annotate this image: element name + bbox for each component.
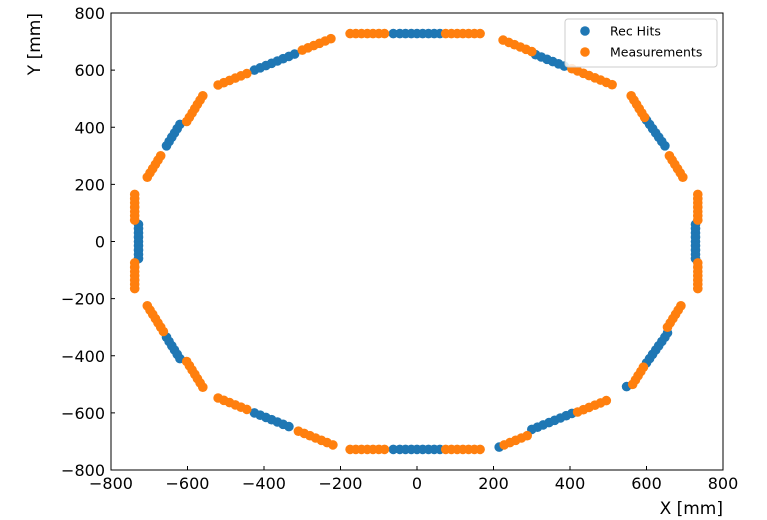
measurement-point xyxy=(627,379,638,390)
measurement-point xyxy=(693,215,703,225)
x-tick-label: −800 xyxy=(89,474,133,493)
legend-box xyxy=(564,18,718,68)
measurement-point xyxy=(379,28,390,39)
x-axis-ticks: −800 −600 −400 −200 0 200 400 600 800 xyxy=(89,466,738,493)
measurement-point xyxy=(328,440,338,450)
x-tick-label: 200 xyxy=(478,474,509,493)
y-tick-label: −800 xyxy=(61,461,105,480)
x-tick-label: 800 xyxy=(708,474,739,493)
x-tick-label: 600 xyxy=(631,474,662,493)
measurement-point xyxy=(181,116,192,127)
legend-label-measurements: Measurements xyxy=(610,45,702,60)
measurement-point xyxy=(601,395,612,406)
x-tick-label: 0 xyxy=(412,474,422,493)
measurement-point xyxy=(129,283,140,294)
y-tick-label: 600 xyxy=(74,61,105,80)
measurement-point xyxy=(326,33,336,44)
measurement-point xyxy=(198,382,208,393)
measurement-point xyxy=(693,283,703,294)
y-tick-label: 0 xyxy=(95,233,105,252)
y-tick-label: 400 xyxy=(74,118,105,137)
measurement-point xyxy=(527,46,537,57)
legend-label-rec-hits: Rec Hits xyxy=(610,24,661,39)
legend: Rec Hits Measurements xyxy=(564,18,718,68)
x-axis-label: X [mm] xyxy=(660,499,723,519)
legend-marker-measurements xyxy=(580,47,590,57)
measurement-point xyxy=(242,404,252,415)
plot-frame xyxy=(110,12,724,471)
y-tick-label: −600 xyxy=(61,404,105,423)
measurement-point xyxy=(522,430,532,441)
measurement-point xyxy=(475,28,485,39)
measurement-point xyxy=(678,172,688,182)
x-tick-label: 400 xyxy=(555,474,586,493)
y-axis-label: Y [mm] xyxy=(25,13,45,76)
measurement-point xyxy=(379,444,390,455)
rec-hit-point xyxy=(289,49,300,59)
y-tick-label: −400 xyxy=(61,347,105,366)
measurements-markers xyxy=(129,28,703,455)
y-tick-label: −200 xyxy=(61,290,105,309)
measurement-point xyxy=(639,112,650,123)
measurement-point xyxy=(242,68,252,79)
measurement-point xyxy=(158,326,169,337)
measurement-point xyxy=(607,79,617,90)
measurement-point xyxy=(662,322,673,333)
x-tick-label: −200 xyxy=(319,474,363,493)
measurement-point xyxy=(475,444,485,455)
y-tick-label: 800 xyxy=(74,4,105,23)
x-tick-label: −600 xyxy=(166,474,210,493)
rec-hits-markers xyxy=(133,28,701,455)
rec-hit-point xyxy=(284,421,294,432)
y-tick-label: 200 xyxy=(74,175,105,194)
x-tick-label: −400 xyxy=(242,474,286,493)
measurement-point xyxy=(129,215,140,225)
measurement-point xyxy=(142,172,153,182)
rec-hit-point xyxy=(660,141,670,151)
y-axis-ticks: −800 −600 −400 −200 0 200 400 600 800 xyxy=(61,4,115,480)
legend-marker-rec-hits xyxy=(580,26,590,36)
